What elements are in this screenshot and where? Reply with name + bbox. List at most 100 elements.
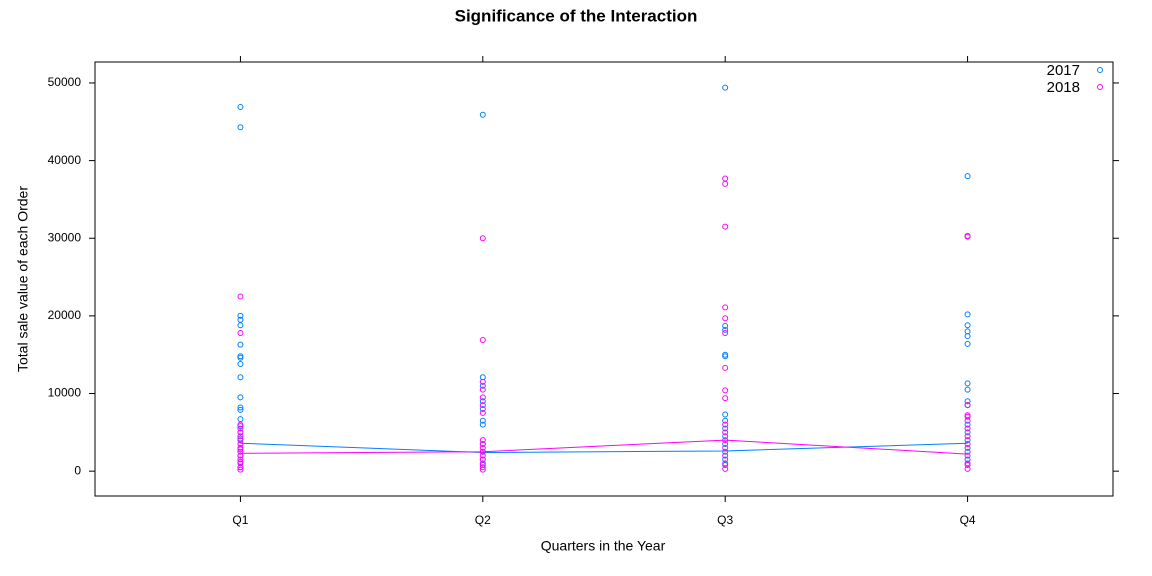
point: [722, 329, 729, 336]
point: [964, 173, 971, 180]
point: [237, 354, 244, 361]
point: [722, 448, 729, 455]
point: [479, 336, 486, 343]
point: [722, 315, 729, 322]
point: [479, 440, 486, 447]
point: [964, 402, 971, 409]
point: [964, 386, 971, 393]
point: [479, 398, 486, 405]
point: [237, 124, 244, 131]
point: [237, 433, 244, 440]
point: [479, 460, 486, 467]
point: [722, 429, 729, 436]
x-axis-label: Quarters in the Year: [541, 538, 666, 554]
point: [479, 402, 486, 409]
legend-label: 2018: [1047, 79, 1080, 96]
point: [479, 452, 486, 459]
mean-line: [240, 439, 968, 455]
point: [237, 416, 244, 423]
point: [237, 440, 244, 447]
point: [964, 398, 971, 405]
point: [964, 413, 971, 420]
point: [237, 421, 244, 428]
point: [964, 333, 971, 340]
point: [964, 452, 971, 459]
chart-title: Significance of the Interaction: [455, 6, 698, 25]
point: [237, 374, 244, 381]
point: [964, 461, 971, 468]
x-tick-label: Q1: [232, 513, 248, 527]
point: [964, 380, 971, 387]
point: [237, 460, 244, 467]
point: [964, 444, 971, 451]
point: [479, 386, 486, 393]
point: [479, 466, 486, 473]
point: [237, 444, 244, 451]
point: [237, 312, 244, 319]
point: [237, 394, 244, 401]
point: [237, 425, 244, 432]
point: [237, 406, 244, 413]
point: [237, 341, 244, 348]
point: [722, 433, 729, 440]
point: [479, 406, 486, 413]
x-tick-label: Q2: [475, 513, 491, 527]
point: [479, 456, 486, 463]
point: [479, 378, 486, 385]
x-tick-label: Q3: [717, 513, 733, 527]
point: [237, 466, 244, 473]
point: [722, 425, 729, 432]
point: [722, 395, 729, 402]
y-tick-label: 10000: [48, 386, 82, 400]
point: [237, 329, 244, 336]
point: [722, 322, 729, 329]
point: [722, 326, 729, 333]
y-axis-label: Total sale value of each Order: [15, 186, 31, 372]
point: [722, 180, 729, 187]
point: [479, 394, 486, 401]
y-tick-label: 30000: [48, 230, 82, 244]
point: [722, 440, 729, 447]
y-tick-label: 0: [74, 463, 81, 477]
point: [722, 417, 729, 424]
point: [479, 464, 486, 471]
point: [964, 233, 971, 240]
y-tick-label: 40000: [48, 153, 82, 167]
point: [479, 417, 486, 424]
point: [237, 104, 244, 111]
point: [964, 437, 971, 444]
point: [964, 433, 971, 440]
point: [479, 444, 486, 451]
point: [964, 465, 971, 472]
point: [237, 448, 244, 455]
point: [479, 409, 486, 416]
point: [964, 311, 971, 318]
point: [722, 223, 729, 230]
point: [479, 421, 486, 428]
point: [722, 421, 729, 428]
point: [237, 404, 244, 411]
point: [479, 382, 486, 389]
point: [964, 448, 971, 455]
point: [237, 429, 244, 436]
point: [722, 175, 729, 182]
y-tick-label: 20000: [48, 308, 82, 322]
point: [237, 456, 244, 463]
legend-marker: [1097, 67, 1103, 73]
point: [964, 429, 971, 436]
point: [237, 293, 244, 300]
point: [722, 452, 729, 459]
point: [964, 322, 971, 329]
point: [964, 417, 971, 424]
point: [237, 464, 244, 471]
point: [722, 364, 729, 371]
plot-frame: [94, 61, 1114, 497]
point: [479, 111, 486, 118]
point: [722, 411, 729, 418]
point: [722, 84, 729, 91]
y-tick-label: 50000: [48, 75, 82, 89]
point: [964, 440, 971, 447]
legend-label: 2017: [1047, 62, 1080, 79]
point: [237, 322, 244, 329]
